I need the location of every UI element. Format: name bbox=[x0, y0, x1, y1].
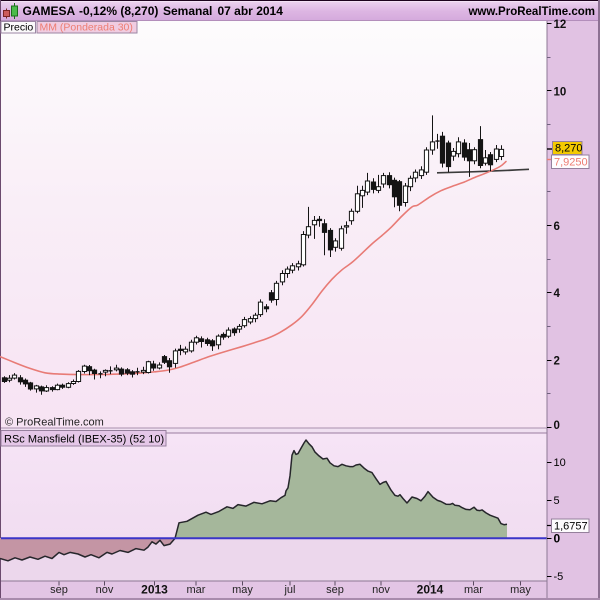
svg-text:8,270: 8,270 bbox=[555, 143, 583, 155]
svg-text:nov: nov bbox=[96, 584, 114, 596]
svg-text:1,6757: 1,6757 bbox=[554, 521, 588, 533]
svg-text:07 abr 2014: 07 abr 2014 bbox=[218, 4, 284, 18]
svg-text:6: 6 bbox=[554, 221, 560, 233]
svg-text:10: 10 bbox=[554, 86, 567, 98]
svg-text:2: 2 bbox=[554, 356, 560, 368]
svg-text:0: 0 bbox=[554, 420, 560, 432]
svg-text:sep: sep bbox=[326, 584, 344, 596]
svg-text:7,9250: 7,9250 bbox=[554, 157, 588, 169]
svg-text:Semanal: Semanal bbox=[163, 4, 212, 18]
svg-text:2014: 2014 bbox=[417, 583, 444, 597]
svg-text:mar: mar bbox=[464, 584, 483, 596]
svg-text:jul: jul bbox=[283, 584, 295, 596]
svg-text:12: 12 bbox=[554, 19, 567, 31]
svg-text:-5: -5 bbox=[554, 571, 564, 583]
svg-text:MM (Ponderada 30): MM (Ponderada 30) bbox=[40, 22, 133, 34]
svg-text:nov: nov bbox=[372, 584, 390, 596]
svg-text:may: may bbox=[232, 584, 253, 596]
svg-text:GAMESA: GAMESA bbox=[23, 4, 76, 18]
svg-text:www.ProRealTime.com: www.ProRealTime.com bbox=[467, 6, 595, 18]
svg-text:-0,12% (8,270): -0,12% (8,270) bbox=[79, 4, 158, 18]
svg-text:2013: 2013 bbox=[141, 583, 168, 597]
svg-text:0: 0 bbox=[554, 532, 561, 546]
svg-text:may: may bbox=[510, 584, 531, 596]
svg-text:RSc Mansfield (IBEX-35) (52 10: RSc Mansfield (IBEX-35) (52 10) bbox=[4, 434, 164, 446]
svg-text:10: 10 bbox=[554, 457, 566, 469]
svg-text:mar: mar bbox=[187, 584, 206, 596]
svg-text:© ProRealTime.com: © ProRealTime.com bbox=[5, 417, 104, 429]
svg-text:4: 4 bbox=[554, 288, 561, 300]
svg-text:sep: sep bbox=[50, 584, 68, 596]
svg-text:5: 5 bbox=[554, 495, 560, 507]
svg-text:Precio: Precio bbox=[4, 22, 34, 34]
